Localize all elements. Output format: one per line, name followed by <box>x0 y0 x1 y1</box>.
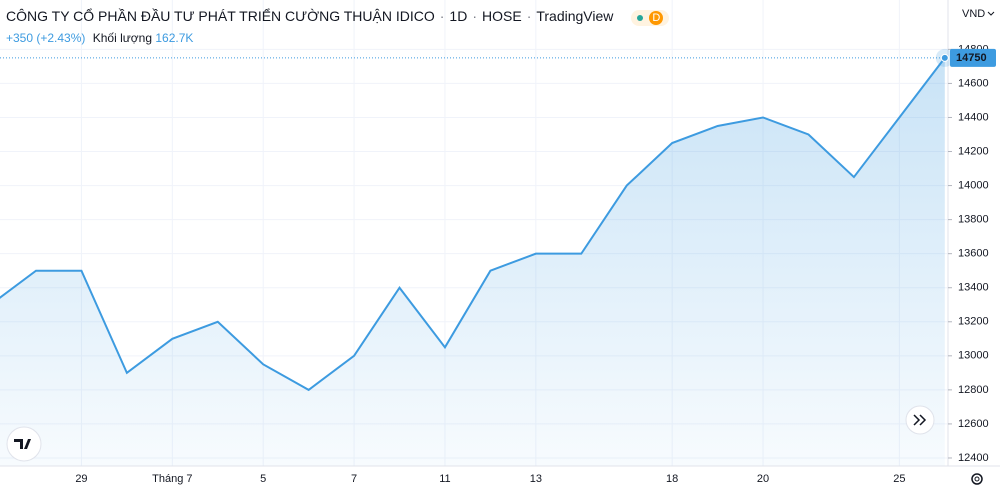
x-tick-label: 7 <box>351 473 357 485</box>
tv-logo <box>6 426 42 462</box>
volume-label: Khối lượng <box>92 31 153 45</box>
y-tick-label: 14600 <box>958 77 989 89</box>
subheader: +350 (+2.43%) Khối lượng 162.7K <box>6 31 193 45</box>
x-tick-label: 18 <box>666 473 678 485</box>
y-tick-label: 14400 <box>958 111 989 123</box>
y-tick-label: 13600 <box>958 248 989 260</box>
volume: 162.7K <box>155 31 194 45</box>
y-unit: VND <box>962 8 985 20</box>
y-tick-label: 12600 <box>958 418 989 430</box>
y-tick-label: 13400 <box>958 282 989 294</box>
dropdown-icon[interactable] <box>987 11 995 16</box>
area-fill <box>0 57 945 466</box>
y-tick-label: 12800 <box>958 384 989 396</box>
y-tick-label: 13800 <box>958 214 989 226</box>
symbol-name: CÔNG TY CỔ PHẦN ĐẦU TƯ PHÁT TRIỂN CƯỜNG … <box>6 8 435 24</box>
price-line <box>0 57 946 392</box>
y-tick-label: 14000 <box>958 179 989 191</box>
x-tick-label: 5 <box>260 473 266 485</box>
x-tick-label: 11 <box>439 473 450 485</box>
y-tick-label: 13000 <box>958 350 989 362</box>
badge: D <box>649 11 664 25</box>
header: CÔNG TY CỔ PHẦN ĐẦU TƯ PHÁT TRIỂN CƯỜNG … <box>6 8 670 26</box>
y-tick-label: 14200 <box>958 145 989 157</box>
x-tick-label: Tháng 7 <box>152 473 192 485</box>
y-tick-label: 13200 <box>958 316 989 328</box>
x-tick-label: 13 <box>530 473 542 485</box>
source: TradingView <box>536 8 614 24</box>
change: +350 (+2.43%) <box>6 31 86 45</box>
scroll-button[interactable] <box>905 405 935 435</box>
x-tick-label: 20 <box>757 473 769 485</box>
x-tick-label: 29 <box>75 473 87 485</box>
status-badge: D <box>631 10 670 26</box>
last-price-label: 14750 <box>956 52 987 64</box>
y-tick-label: 12400 <box>958 452 989 464</box>
interval: 1D <box>449 8 468 24</box>
x-tick-label: 25 <box>893 473 905 485</box>
exchange: HOSE <box>482 8 522 24</box>
last-point <box>940 53 949 62</box>
settings-icon[interactable] <box>971 473 983 485</box>
last-price-box <box>950 48 996 67</box>
